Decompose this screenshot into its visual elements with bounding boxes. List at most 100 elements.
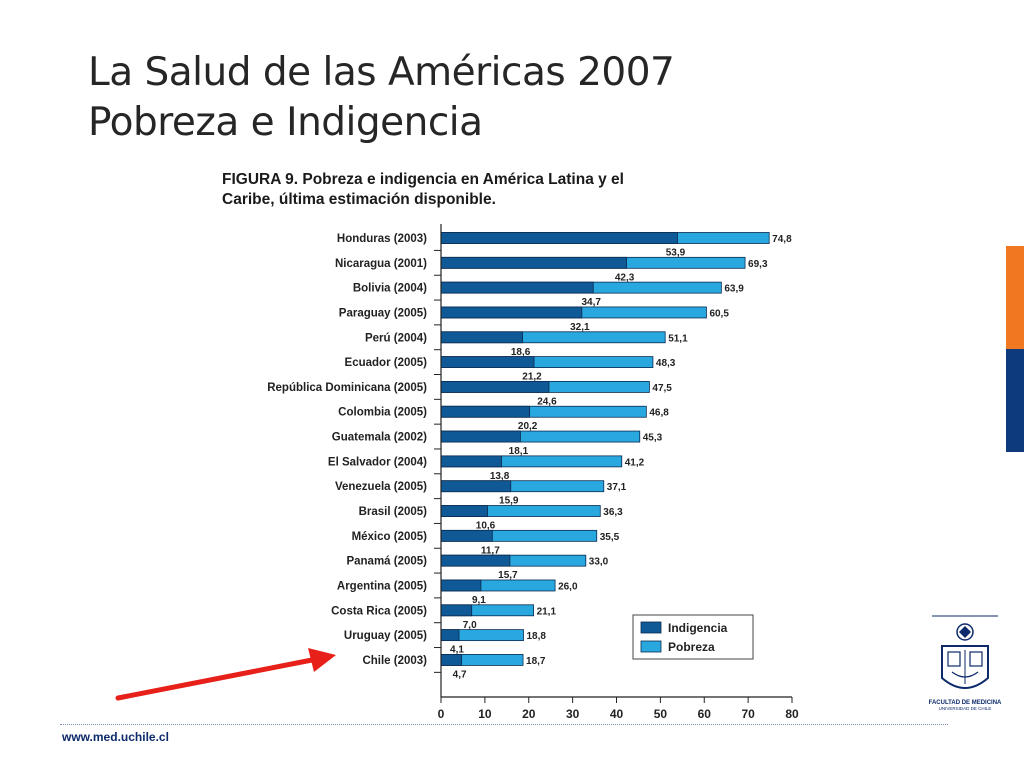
- bar-indigencia-colombia-2005: [440, 405, 531, 418]
- legend-label-indigencia: Indigencia: [668, 621, 728, 635]
- footer-url[interactable]: www.med.uchile.cl: [62, 730, 169, 744]
- slide-title-line2: Pobreza e Indigencia: [88, 100, 483, 145]
- x-tick-label-70: 70: [741, 707, 755, 721]
- slide-title: La Salud de las Américas 2007 Pobreza e …: [88, 48, 848, 148]
- value-label-indigencia-argentina-2005: 9,1: [472, 595, 486, 606]
- value-label-pobreza-colombia-2005: 46,8: [649, 408, 669, 419]
- value-label-indigencia-venezuela-2005: 15,9: [499, 496, 519, 507]
- x-tick-label-20: 20: [522, 707, 536, 721]
- category-label-nicaragua-2001: Nicaragua (2001): [335, 258, 427, 270]
- x-tick-label-10: 10: [478, 707, 492, 721]
- value-label-indigencia-republica-dominicana-2005: 24,6: [537, 396, 557, 407]
- value-label-indigencia-guatemala-2002: 18,1: [509, 446, 529, 457]
- bar-indigencia-ecuador-2005: [440, 356, 535, 369]
- category-label-costa-rica-2005: Costa Rica (2005): [331, 605, 427, 617]
- x-tick-label-0: 0: [438, 707, 445, 721]
- footer-divider: [60, 724, 948, 725]
- value-label-pobreza-el-salvador-2004: 41,2: [625, 457, 645, 468]
- category-label-ecuador-2005: Ecuador (2005): [345, 357, 428, 369]
- category-label-republica-dominicana-2005: República Dominicana (2005): [267, 382, 427, 394]
- value-label-pobreza-ecuador-2005: 48,3: [656, 358, 676, 369]
- value-label-pobreza-guatemala-2002: 45,3: [643, 433, 663, 444]
- category-label-colombia-2005: Colombia (2005): [338, 407, 427, 419]
- value-label-pobreza-paraguay-2005: 60,5: [709, 308, 729, 319]
- value-label-pobreza-honduras-2003: 74,8: [772, 234, 792, 245]
- category-label-bolivia-2004: Bolivia (2004): [353, 283, 427, 295]
- value-label-indigencia-nicaragua-2001: 42,3: [615, 272, 635, 283]
- bar-indigencia-panama-2005: [440, 554, 511, 567]
- category-label-el-salvador-2004: El Salvador (2004): [328, 456, 427, 468]
- value-label-pobreza-mexico-2005: 35,5: [600, 532, 620, 543]
- category-label-peru-2004: Perú (2004): [365, 332, 427, 344]
- bar-indigencia-mexico-2005: [440, 529, 493, 542]
- logo-line2: UNIVERSIDAD DE CHILE: [938, 706, 992, 711]
- bar-indigencia-guatemala-2002: [440, 430, 521, 443]
- value-label-pobreza-republica-dominicana-2005: 47,5: [652, 383, 672, 394]
- value-label-indigencia-costa-rica-2005: 7,0: [463, 620, 477, 631]
- value-label-indigencia-brasil-2005: 10,6: [476, 521, 496, 532]
- annotation-arrow-head: [308, 648, 336, 672]
- logo-caption: FACULTAD DE MEDICINA UNIVERSIDAD DE CHIL…: [920, 700, 1010, 711]
- value-label-pobreza-uruguay-2005: 18,8: [526, 631, 546, 642]
- category-label-guatemala-2002: Guatemala (2002): [332, 432, 427, 444]
- figure-title: FIGURA 9. Pobreza e indigencia en Améric…: [222, 170, 782, 210]
- accent-bar-navy: [1006, 349, 1024, 452]
- x-tick-label-60: 60: [698, 707, 712, 721]
- value-label-pobreza-brasil-2005: 36,3: [603, 507, 623, 518]
- bar-indigencia-bolivia-2004: [440, 281, 594, 294]
- legend-swatch-pobreza: [640, 640, 662, 653]
- category-label-honduras-2003: Honduras (2003): [337, 233, 427, 245]
- bar-indigencia-chile-2003: [440, 654, 463, 666]
- value-label-pobreza-nicaragua-2001: 69,3: [748, 259, 768, 270]
- value-label-indigencia-honduras-2003: 53,9: [666, 248, 686, 259]
- x-tick-label-50: 50: [654, 707, 668, 721]
- category-label-paraguay-2005: Paraguay (2005): [339, 307, 427, 319]
- value-label-indigencia-bolivia-2004: 34,7: [582, 297, 602, 308]
- value-label-pobreza-bolivia-2004: 63,9: [724, 284, 744, 295]
- bar-indigencia-venezuela-2005: [440, 480, 512, 493]
- bar-indigencia-republica-dominicana-2005: [440, 381, 550, 393]
- accent-bar-orange: [1006, 246, 1024, 349]
- value-label-pobreza-venezuela-2005: 37,1: [607, 482, 627, 493]
- bar-indigencia-nicaragua-2001: [440, 256, 627, 269]
- value-label-pobreza-chile-2003: 18,7: [526, 656, 546, 667]
- value-label-indigencia-peru-2004: 18,6: [511, 347, 531, 358]
- logo-line1: FACULTAD DE MEDICINA: [928, 700, 1002, 706]
- category-label-argentina-2005: Argentina (2005): [337, 580, 427, 592]
- category-label-mexico-2005: México (2005): [352, 531, 428, 543]
- value-label-pobreza-argentina-2005: 26,0: [558, 581, 578, 592]
- x-tick-label-80: 80: [785, 707, 799, 721]
- value-label-indigencia-chile-2003: 4,7: [453, 669, 467, 680]
- bar-indigencia-costa-rica-2005: [440, 604, 473, 617]
- category-label-uruguay-2005: Uruguay (2005): [344, 630, 427, 642]
- bar-indigencia-honduras-2003: [440, 232, 678, 244]
- value-label-indigencia-ecuador-2005: 21,2: [522, 372, 542, 383]
- figure-title-line1: FIGURA 9. Pobreza e indigencia en Améric…: [222, 171, 624, 188]
- bar-indigencia-uruguay-2005: [440, 629, 460, 642]
- value-label-indigencia-uruguay-2005: 4,1: [450, 645, 464, 656]
- category-label-venezuela-2005: Venezuela (2005): [335, 481, 427, 493]
- value-label-pobreza-costa-rica-2005: 21,1: [537, 606, 557, 617]
- x-tick-label-40: 40: [610, 707, 624, 721]
- value-label-indigencia-el-salvador-2004: 13,8: [490, 471, 510, 482]
- category-label-panama-2005: Panamá (2005): [346, 556, 427, 568]
- legend-swatch-indigencia: [640, 621, 662, 634]
- figure-title-line2: Caribe, última estimación disponible.: [222, 191, 496, 208]
- value-label-indigencia-paraguay-2005: 32,1: [570, 322, 590, 333]
- value-label-pobreza-panama-2005: 33,0: [589, 557, 609, 568]
- value-label-indigencia-colombia-2005: 20,2: [518, 421, 538, 432]
- value-label-pobreza-peru-2004: 51,1: [668, 333, 688, 344]
- value-label-indigencia-mexico-2005: 11,7: [481, 545, 500, 556]
- slide-title-line1: La Salud de las Américas 2007: [88, 50, 675, 95]
- bar-indigencia-paraguay-2005: [440, 306, 583, 319]
- bar-indigencia-el-salvador-2004: [440, 455, 502, 468]
- annotation-arrow-shaft: [115, 657, 315, 701]
- bar-indigencia-peru-2004: [440, 331, 524, 344]
- category-label-chile-2003: Chile (2003): [362, 655, 427, 667]
- bar-indigencia-brasil-2005: [440, 505, 488, 517]
- category-label-brasil-2005: Brasil (2005): [359, 506, 428, 518]
- bar-indigencia-argentina-2005: [440, 579, 482, 592]
- x-tick-label-30: 30: [566, 707, 580, 721]
- legend-label-pobreza: Pobreza: [668, 640, 715, 654]
